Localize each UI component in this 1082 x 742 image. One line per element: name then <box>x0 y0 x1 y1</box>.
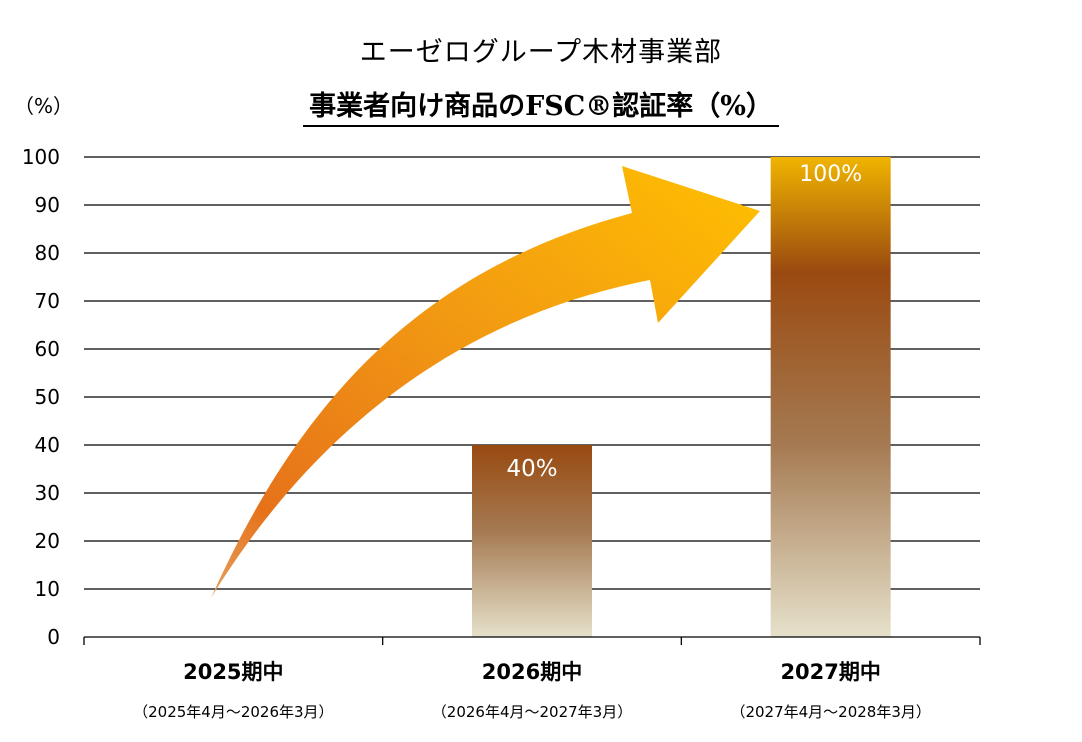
x-period-label: （2025年4月～2026年3月） <box>133 703 333 721</box>
y-tick-label: 0 <box>47 625 60 649</box>
y-tick-label: 40 <box>35 433 60 457</box>
y-tick-label: 60 <box>35 337 60 361</box>
y-tick-label: 70 <box>35 289 60 313</box>
y-tick-label: 10 <box>35 577 60 601</box>
y-tick-label: 50 <box>35 385 60 409</box>
y-tick-label: 20 <box>35 529 60 553</box>
y-axis-ticks: 0 10 20 30 40 50 60 70 80 90 100 <box>22 145 60 649</box>
chart-company-title: エーゼログループ木材事業部 <box>359 37 723 68</box>
x-tick-label: 2026期中 <box>482 660 582 684</box>
trend-arrow <box>211 166 760 598</box>
x-tick-label: 2027期中 <box>780 660 880 684</box>
bar-data-label: 40% <box>506 456 557 482</box>
chart-title: 事業者向け商品のFSC®認証率（%） <box>0 84 1082 127</box>
x-period-label: （2027年4月～2028年3月） <box>730 703 930 721</box>
bars: 40% 100% <box>472 157 891 637</box>
x-axis <box>83 636 981 645</box>
bar <box>472 445 592 637</box>
x-tick-label: 2025期中 <box>183 660 283 684</box>
x-period-label: （2026年4月～2027年3月） <box>432 703 632 721</box>
y-tick-label: 80 <box>35 241 60 265</box>
chart-title-text: 事業者向け商品のFSC®認証率（%） <box>303 84 779 127</box>
x-axis-labels: 2025期中 （2025年4月～2026年3月） 2026期中 （2026年4月～20… <box>133 660 931 721</box>
y-axis-label: （%） <box>14 94 74 118</box>
bar <box>770 157 891 637</box>
y-tick-label: 30 <box>35 481 60 505</box>
y-tick-label: 90 <box>35 193 60 217</box>
y-tick-label: 100 <box>22 145 60 169</box>
bar-data-label: 100% <box>799 162 862 187</box>
